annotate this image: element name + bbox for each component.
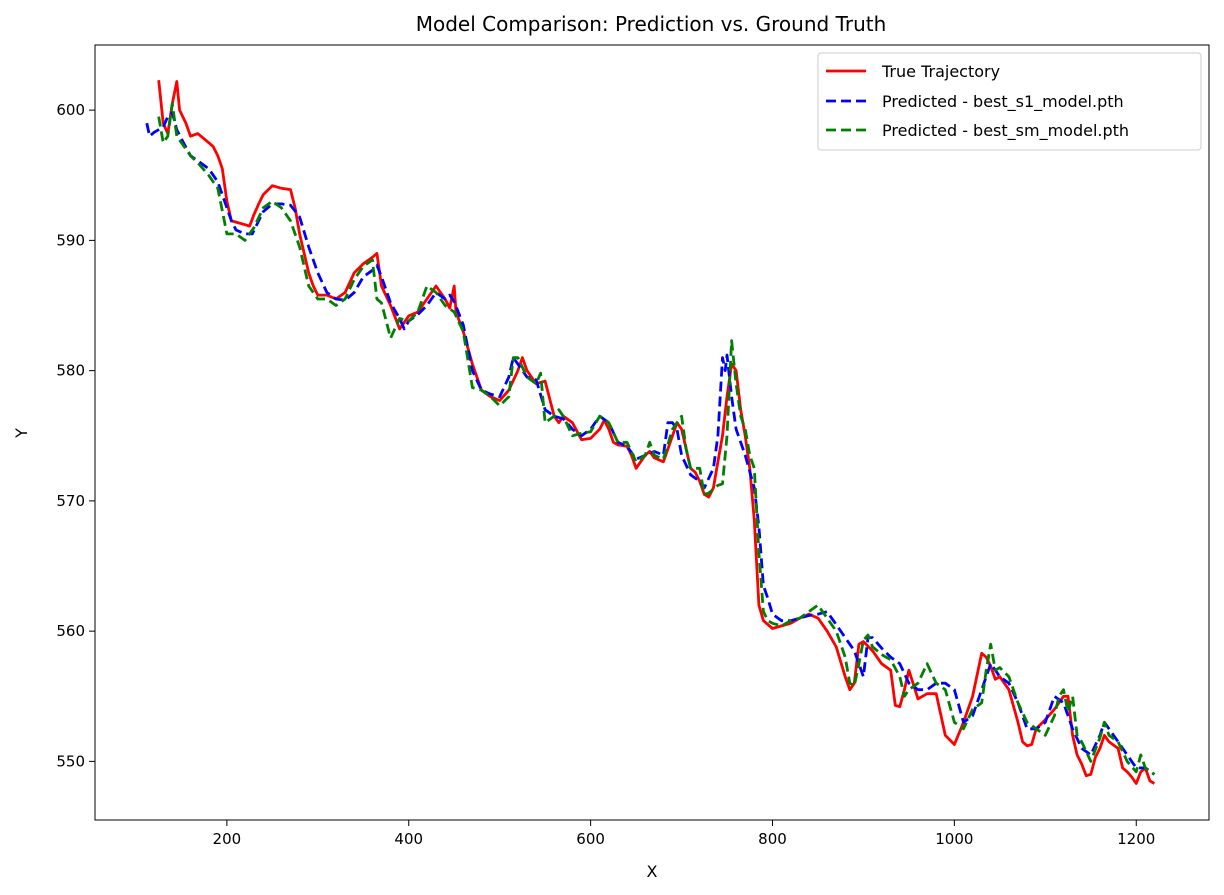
- legend-label-s1: Predicted - best_s1_model.pth: [882, 92, 1124, 112]
- x-axis-label: X: [647, 862, 658, 881]
- y-axis: 550 560 570 580 590 600: [56, 101, 95, 770]
- x-tick-label: 800: [758, 830, 787, 848]
- series-line-true-trajectory: [157, 80, 1156, 785]
- x-tick-label: 200: [213, 830, 242, 848]
- y-tick-label: 580: [56, 362, 85, 380]
- chart-title: Model Comparison: Prediction vs. Ground …: [416, 12, 887, 36]
- series-line-predicted-s1: [145, 111, 1156, 776]
- legend: True Trajectory Predicted - best_s1_mode…: [817, 52, 1202, 151]
- legend-box: [817, 52, 1202, 151]
- x-tick-label: 600: [576, 830, 605, 848]
- y-axis-label: Y: [12, 428, 31, 439]
- y-tick-label: 590: [56, 231, 85, 249]
- series-line-predicted-sm: [157, 102, 1156, 776]
- legend-label-true: True Trajectory: [881, 62, 1000, 81]
- y-tick-label: 570: [56, 492, 85, 510]
- plot-area: [145, 80, 1156, 785]
- x-tick-label: 1200: [1117, 830, 1155, 848]
- legend-label-sm: Predicted - best_sm_model.pth: [882, 121, 1129, 141]
- y-tick-label: 560: [56, 622, 85, 640]
- y-tick-label: 550: [56, 752, 85, 770]
- x-axis: 200 400 600 800 1000 1200: [213, 820, 1155, 848]
- x-tick-label: 1000: [935, 830, 973, 848]
- plot-frame: [94, 44, 1210, 821]
- y-tick-label: 600: [56, 101, 85, 119]
- x-tick-label: 400: [394, 830, 423, 848]
